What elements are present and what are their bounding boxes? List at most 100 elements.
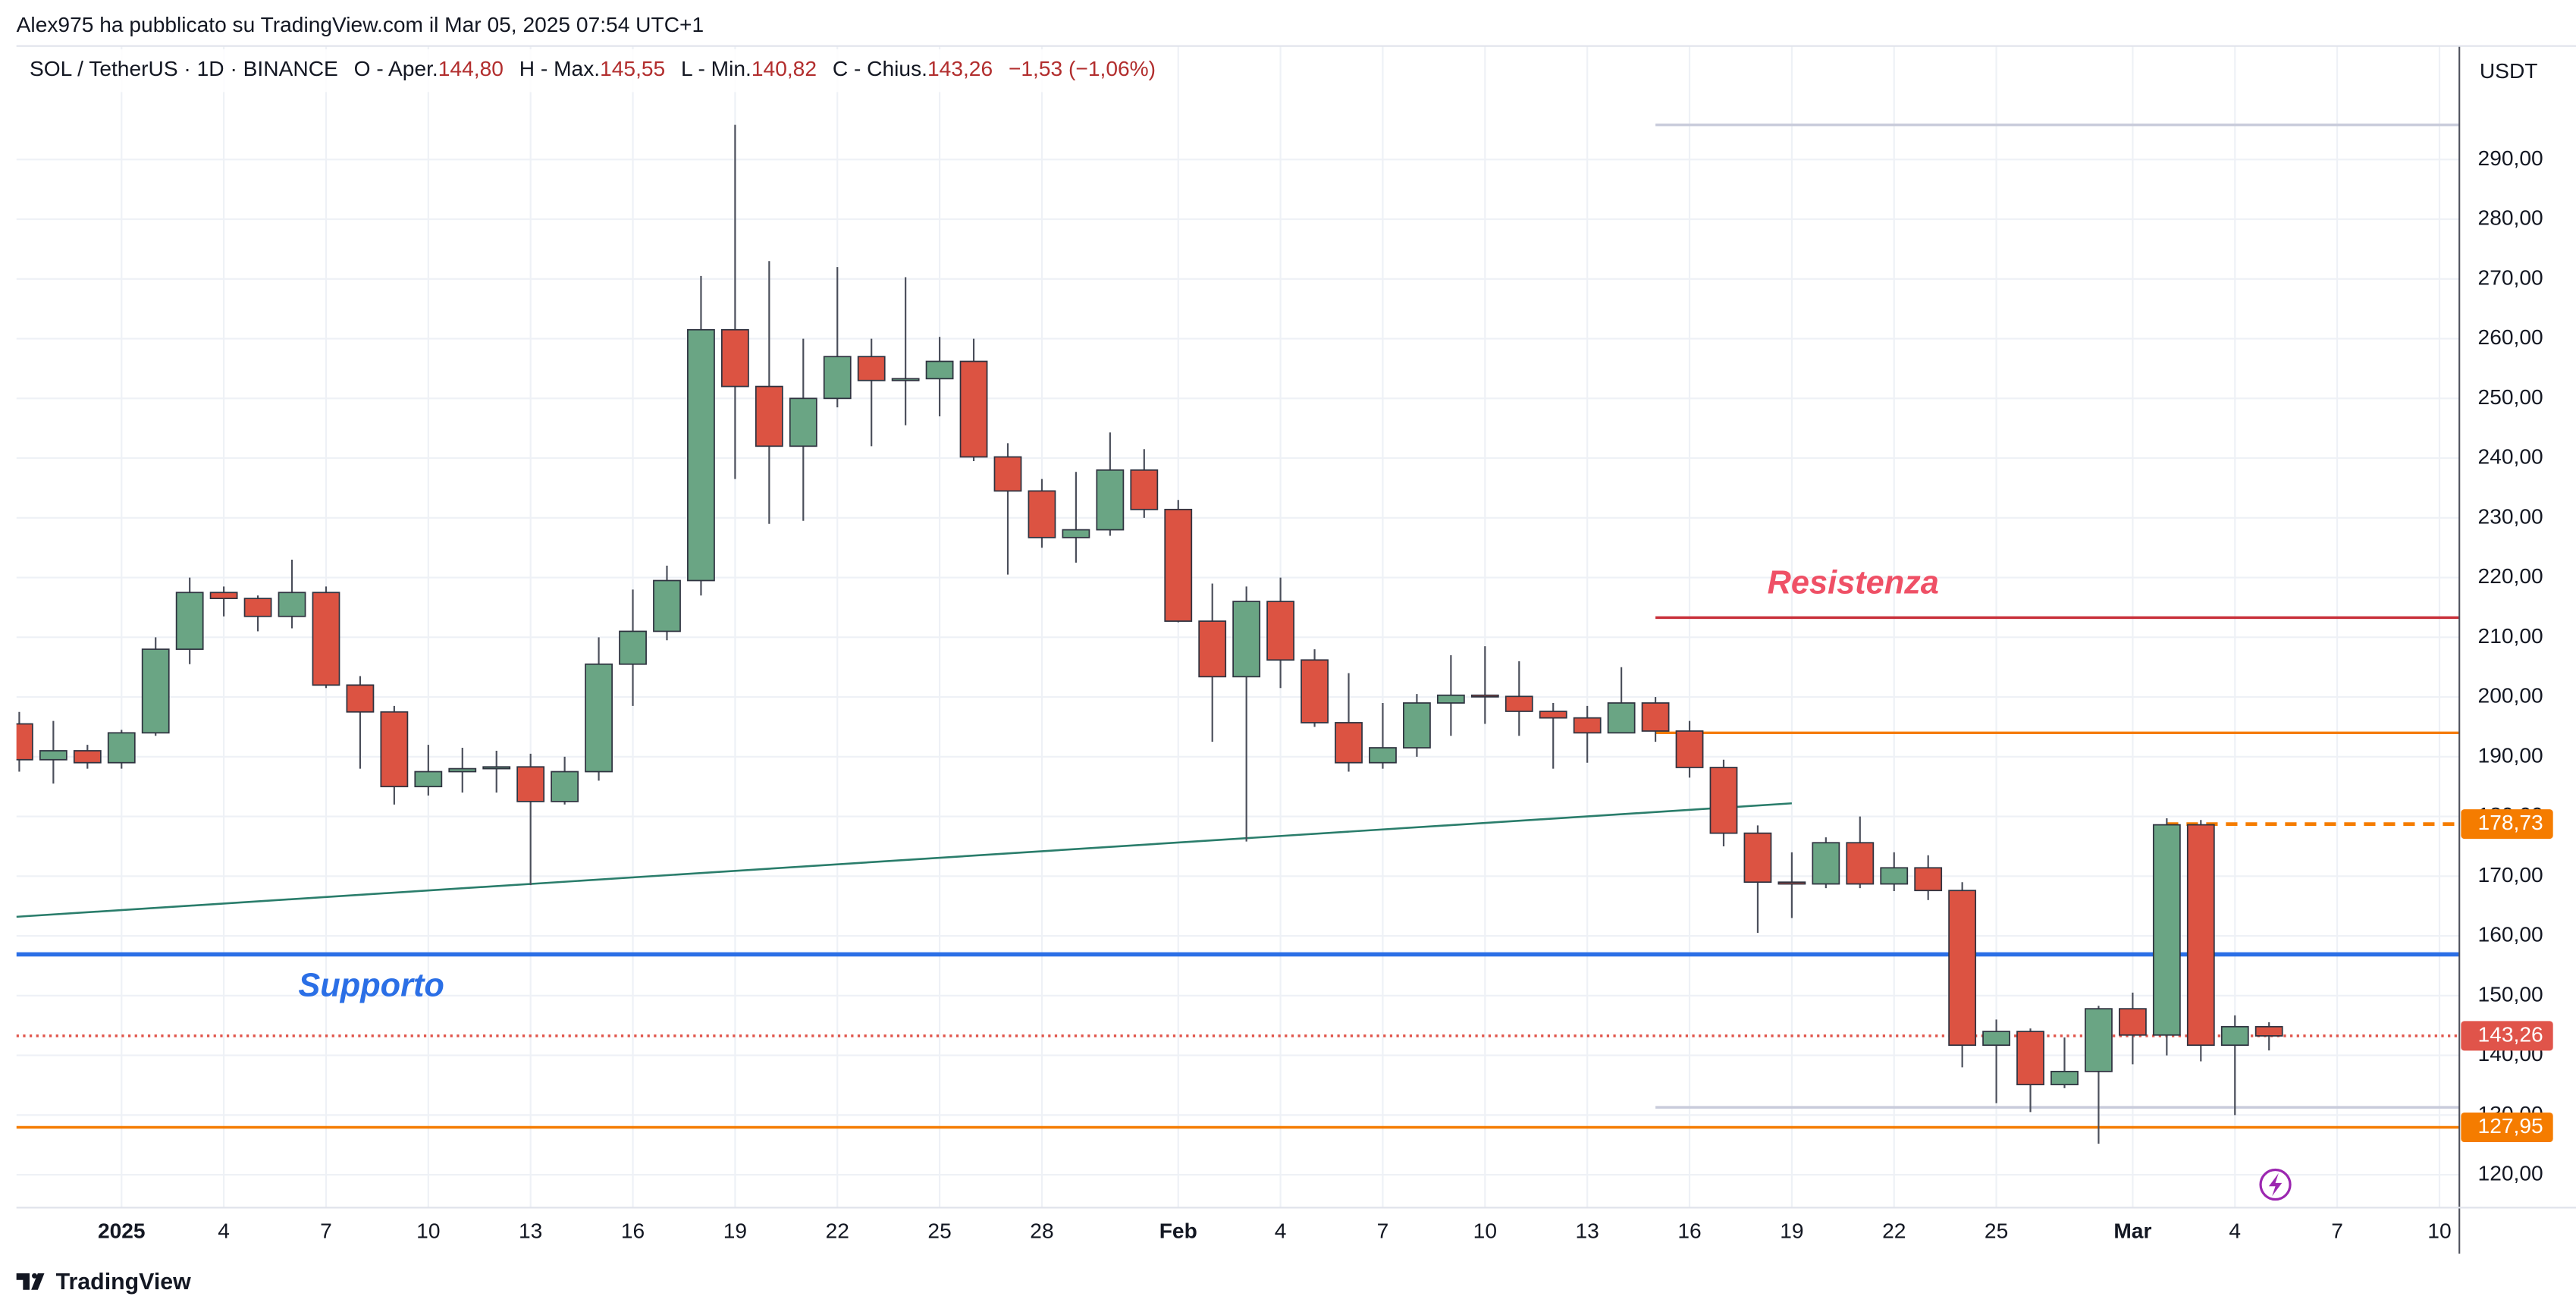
x-tick-label: 4 xyxy=(1275,1219,1287,1242)
candle-body xyxy=(1096,469,1125,531)
candle-body xyxy=(857,356,886,381)
candle-body xyxy=(2186,824,2215,1047)
y-tick-label: 270,00 xyxy=(2478,265,2543,289)
candle-body xyxy=(1846,842,1875,885)
legend-bg xyxy=(16,49,1134,93)
y-tick-label: 230,00 xyxy=(2478,504,2543,528)
x-tick-label: 7 xyxy=(320,1219,332,1242)
ohlc-label: O - Aper. xyxy=(354,58,438,81)
candle-body xyxy=(1812,842,1840,885)
price-label: 127,95 xyxy=(2478,1114,2543,1138)
x-tick-label: 4 xyxy=(2229,1219,2241,1242)
x-tick-label: 22 xyxy=(1882,1219,1906,1242)
candle-body xyxy=(823,356,852,400)
x-tick-label: 4 xyxy=(218,1219,230,1242)
candle-body xyxy=(1504,695,1533,712)
x-tick-label: 16 xyxy=(621,1219,645,1242)
candle-body xyxy=(1403,702,1431,749)
ohlc-value: 143,26 xyxy=(927,58,993,81)
y-tick-label: 260,00 xyxy=(2478,325,2543,349)
candle-body xyxy=(73,750,102,764)
axes: 120,00130,00140,00150,00160,00170,00180,… xyxy=(98,146,2553,1242)
candle-body xyxy=(993,456,1022,492)
x-tick-label: 10 xyxy=(2427,1219,2451,1242)
candle-body xyxy=(1266,601,1295,661)
candle-body xyxy=(1436,694,1465,704)
price-label-bg xyxy=(2461,809,2553,840)
candle-body xyxy=(1641,702,1670,732)
x-tick-label: 25 xyxy=(1985,1219,2008,1242)
candle-body xyxy=(346,684,375,713)
x-tick-label: 7 xyxy=(1377,1219,1389,1242)
ohlc-label: L - Min. xyxy=(681,58,751,81)
candle-body xyxy=(720,328,749,388)
x-tick-label: 13 xyxy=(1576,1219,1599,1242)
candle-body xyxy=(1369,747,1397,764)
alert-icon[interactable] xyxy=(2259,1168,2292,1201)
candle-body xyxy=(619,630,647,665)
candle-body xyxy=(2050,1070,2079,1086)
y-tick-label: 220,00 xyxy=(2478,564,2543,588)
candle-body xyxy=(482,766,511,770)
axis-unit: USDT xyxy=(2480,59,2538,83)
ohlc-label: C - Chius. xyxy=(833,58,927,81)
ohlc-value: 145,55 xyxy=(600,58,665,81)
y-tick-label: 240,00 xyxy=(2478,445,2543,469)
x-tick-label: 10 xyxy=(1473,1219,1497,1242)
candle-body xyxy=(755,385,783,447)
candle-body xyxy=(1743,832,1772,884)
candle-body xyxy=(1130,469,1159,510)
candle-body xyxy=(1777,881,1806,885)
logo-mark xyxy=(16,1273,45,1290)
logo-dot xyxy=(32,1273,37,1279)
candle-body xyxy=(789,397,817,447)
candle-body xyxy=(1675,730,1704,768)
y-tick-label: 250,00 xyxy=(2478,385,2543,409)
candle-body xyxy=(448,767,477,773)
annotation: Resistenza xyxy=(1768,565,1939,601)
ohlc-value: 144,80 xyxy=(438,58,504,81)
candle-body xyxy=(414,771,443,788)
trendline xyxy=(16,802,1792,918)
price-label-bg xyxy=(2461,1112,2553,1142)
candle-body xyxy=(891,378,920,381)
candle-body xyxy=(1539,711,1567,719)
x-tick-label: 19 xyxy=(1780,1219,1803,1242)
ohlc-value: 140,82 xyxy=(751,58,817,81)
price-label: 178,73 xyxy=(2478,811,2543,834)
y-tick-label: 170,00 xyxy=(2478,863,2543,887)
candle-body xyxy=(1335,722,1363,764)
candle-body xyxy=(2254,1025,2283,1037)
candle-body xyxy=(39,750,67,761)
candles xyxy=(16,124,2283,1144)
y-tick-label: 200,00 xyxy=(2478,684,2543,708)
candle-body xyxy=(278,592,306,617)
candle-body xyxy=(1607,702,1636,734)
x-tick-label: 13 xyxy=(519,1219,542,1242)
candle-body xyxy=(653,579,681,632)
candle-body xyxy=(209,592,238,600)
candle-body xyxy=(516,766,545,802)
candle-body xyxy=(1470,694,1499,698)
candle-body xyxy=(380,711,409,788)
y-tick-label: 290,00 xyxy=(2478,146,2543,170)
price-label-bg xyxy=(2461,1021,2553,1051)
levels xyxy=(16,123,2460,1129)
candle-body xyxy=(141,648,170,734)
candle-body xyxy=(1914,867,1943,892)
symbol: SOL / TetherUS · 1D · BINANCE xyxy=(30,58,338,81)
candle-body xyxy=(2220,1025,2249,1047)
candle-body xyxy=(107,732,136,764)
x-tick-label: 19 xyxy=(723,1219,747,1242)
candle-body xyxy=(1164,508,1193,622)
candle-body xyxy=(1880,867,1909,885)
candle-body xyxy=(1982,1031,2010,1047)
icon-bolt xyxy=(2268,1172,2283,1197)
y-tick-label: 120,00 xyxy=(2478,1162,2543,1185)
x-tick-label: 25 xyxy=(927,1219,951,1242)
candle-body xyxy=(959,360,988,458)
x-tick-label: 7 xyxy=(2331,1219,2343,1242)
unit-bg xyxy=(2462,49,2576,93)
candle-body xyxy=(1573,717,1602,734)
